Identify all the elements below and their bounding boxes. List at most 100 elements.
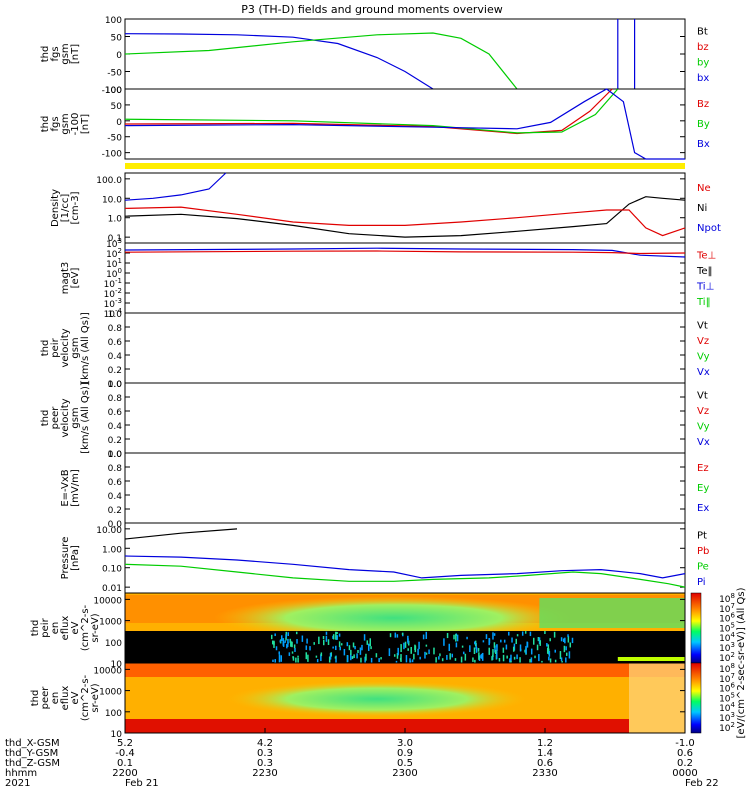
spectrogram-band xyxy=(309,646,311,650)
y-axis-label: thd peir en eflux eV (cm^2-s-sr-eV) xyxy=(30,604,101,651)
y-axis-label-line: [nPa] xyxy=(70,545,81,571)
spectrogram-band xyxy=(516,654,518,659)
spectrogram-band xyxy=(426,645,428,647)
y-tick-label: 0.4 xyxy=(108,352,123,362)
legend: NeNiNpot xyxy=(697,183,721,234)
spectrogram-band xyxy=(572,638,574,643)
spectrogram-band xyxy=(287,645,289,647)
spectrogram-band xyxy=(522,632,524,636)
legend-entry: Vz xyxy=(697,336,709,347)
spectrogram-band xyxy=(515,639,517,644)
spectrogram-band xyxy=(271,635,273,639)
x-tick-label: 2230 xyxy=(252,768,277,779)
spectrogram-band xyxy=(306,645,308,650)
legend-entry: Pb xyxy=(697,546,709,557)
legend-entry: Vz xyxy=(697,406,709,417)
panel-frame xyxy=(125,19,685,89)
y-tick-label: -50 xyxy=(107,69,122,79)
spectrogram-peir_en_eflux xyxy=(125,593,685,667)
spectrogram-band xyxy=(402,633,404,635)
spectrogram-band xyxy=(511,638,513,643)
spectrogram-band xyxy=(280,640,282,642)
spectrogram-band xyxy=(539,598,685,628)
spectrogram-band xyxy=(442,658,444,661)
spectrogram-band xyxy=(525,631,527,634)
y-axis-label: thd fgs gsm -100 [nT] xyxy=(40,113,91,136)
spectrogram-band xyxy=(376,653,378,657)
panel-peer_en_eflux: 10000100010010thd peer en eflux eV (cm^2-s-sr… xyxy=(30,663,685,740)
spectrogram-band xyxy=(428,649,430,654)
y-tick-label: 100 xyxy=(105,86,122,96)
spectrogram-band xyxy=(455,634,457,642)
spectrogram-band xyxy=(336,635,338,640)
spectrogram-band xyxy=(503,648,505,653)
colorbar xyxy=(691,663,701,733)
legend: Bt bz by bx xyxy=(697,26,709,84)
y-axis-label-line: sr-eV) xyxy=(90,613,101,642)
spectrogram-band xyxy=(357,650,359,653)
spectrogram-band xyxy=(278,651,280,654)
legend: PtPbPePi xyxy=(697,530,709,588)
legend-entry: Ez xyxy=(697,463,709,474)
spectrogram-band xyxy=(554,632,556,638)
spectrogram-band xyxy=(412,659,414,662)
spectrogram-band xyxy=(125,719,629,733)
spectrogram-band xyxy=(439,653,441,656)
spectrogram-band xyxy=(418,642,420,649)
y-tick-label: -100 xyxy=(102,150,123,160)
spectrogram-band xyxy=(364,634,366,640)
spectrogram-band xyxy=(424,652,426,659)
y-axis-label: thd peer velocity gsm [km/s (All Qs)] xyxy=(40,382,91,454)
spectrogram-band xyxy=(395,633,397,638)
spectrogram-band xyxy=(316,656,318,658)
panel-peir_en_eflux: 10000 1000 100 10 thd peir en eflux eV (cm^2-s-sr… xyxy=(30,593,685,670)
spectrogram-band xyxy=(423,635,425,640)
y-axis-label: E=-VxB [mV/m] xyxy=(60,469,81,507)
spectrogram-band xyxy=(500,640,502,643)
legend-entry: Vy xyxy=(697,421,710,432)
spectrogram-band xyxy=(629,663,685,733)
spectrogram-band xyxy=(565,646,567,650)
series-Npot-line xyxy=(125,173,226,200)
spectrogram-band xyxy=(537,645,539,651)
spectrogram-band xyxy=(294,648,296,652)
y-tick-label: 0.4 xyxy=(108,492,123,502)
legend-entry: Ni xyxy=(697,203,707,214)
series-bx-line xyxy=(125,34,433,89)
y-axis-label: Pressure [nPa] xyxy=(60,537,81,580)
panel-peer_velocity: 1.00.80.60.40.20.0thd peer velocity gsm [km/… xyxy=(40,380,710,460)
colorbar xyxy=(691,593,701,663)
spectrogram-band xyxy=(321,652,323,656)
legend-entry: Te‖ xyxy=(696,266,713,277)
legend-entry: Bz xyxy=(697,99,709,110)
spectrogram-band xyxy=(455,658,457,661)
y-tick-label: 1.0 xyxy=(108,380,123,390)
spectrogram-band xyxy=(419,657,421,660)
quality-flag-bar xyxy=(125,163,685,169)
spectrogram-band xyxy=(570,642,572,647)
spectrogram-band xyxy=(520,644,522,651)
spectrogram-band xyxy=(272,660,274,662)
spectrogram-band xyxy=(567,634,569,637)
series-Pi-line xyxy=(125,556,685,578)
spectrogram-band xyxy=(417,649,419,655)
y-tick-label: 100 xyxy=(105,16,122,26)
legend: Vt Vz Vy Vx xyxy=(697,390,710,448)
spectrogram-band xyxy=(292,656,294,658)
y-tick-label: 100 xyxy=(105,639,122,649)
spectrogram-band xyxy=(403,643,405,650)
spectrogram-band xyxy=(548,657,550,661)
x-tick-label: Feb 21 xyxy=(125,778,159,789)
spectrogram-band xyxy=(443,638,445,646)
spectrogram-band xyxy=(281,635,283,641)
spectrogram-band xyxy=(544,631,546,634)
spectrogram-band xyxy=(294,644,296,648)
legend-entry: Ey xyxy=(697,483,709,494)
y-axis-label-line: [km/s (All Qs)] xyxy=(80,382,91,454)
spectrogram-band xyxy=(503,655,505,661)
spectrogram-band xyxy=(530,632,532,636)
y-tick-label: 0.6 xyxy=(108,408,123,418)
spectrogram-band xyxy=(453,635,455,640)
spectrogram-band xyxy=(566,653,568,656)
spectrogram-band xyxy=(323,640,325,646)
